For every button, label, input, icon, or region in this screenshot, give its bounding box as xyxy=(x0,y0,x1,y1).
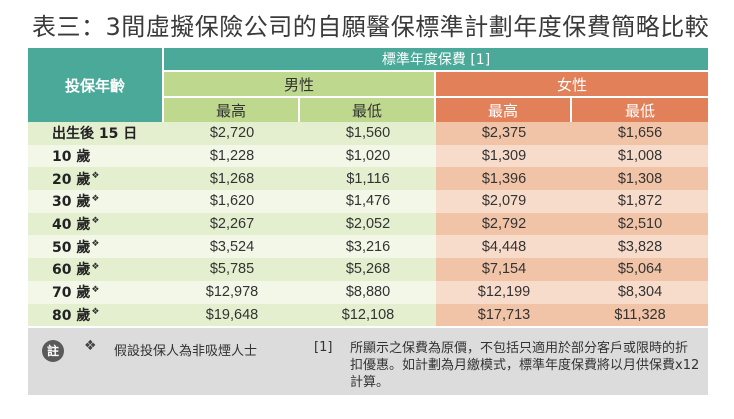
male-max-header: 最高 xyxy=(164,98,300,122)
age-cell: 出生後 15 日 xyxy=(28,122,164,145)
male-max-cell: $19,648 xyxy=(164,303,300,327)
table-row: 出生後 15 日 $2,720 $1,560 $2,375 $1,656 xyxy=(28,122,709,145)
age-label: 30 歲 xyxy=(52,194,91,211)
male-min-cell: $1,476 xyxy=(300,190,436,213)
female-max-cell: $1,396 xyxy=(436,167,572,191)
female-min-cell: $5,064 xyxy=(572,258,709,281)
footnote-ref: [1] xyxy=(314,340,333,355)
male-max-cell: $5,785 xyxy=(164,258,300,281)
smoker-note-mark: ❖ xyxy=(91,261,100,272)
female-max-cell: $7,154 xyxy=(436,258,572,281)
female-max-cell: $12,199 xyxy=(436,280,572,304)
premium-comparison-table: 投保年齡 標準年度保費 [1] 男性 女性 最高 最低 最高 最低 出生後 15… xyxy=(28,48,709,327)
smoker-note-mark: ❖ xyxy=(91,307,100,318)
male-max-cell: $1,228 xyxy=(164,144,300,168)
female-max-cell: $2,792 xyxy=(436,212,572,236)
age-label: 80 歲 xyxy=(52,307,91,324)
male-min-cell: $12,108 xyxy=(300,303,436,327)
age-label: 20 歲 xyxy=(52,171,91,188)
diamond-mark-icon: ❖ xyxy=(84,338,97,354)
table-row: 70 歲❖ $12,978 $8,880 $12,199 $8,304 xyxy=(28,280,709,304)
female-min-cell: $11,328 xyxy=(572,303,709,327)
female-min-cell: $3,828 xyxy=(572,235,709,259)
male-min-header: 最低 xyxy=(300,98,436,122)
age-cell: 20 歲❖ xyxy=(28,167,164,191)
smoker-note-mark: ❖ xyxy=(91,284,100,295)
smoker-note-mark: ❖ xyxy=(91,216,100,227)
female-group-header: 女性 xyxy=(436,72,709,98)
table-row: 50 歲❖ $3,524 $3,216 $4,448 $3,828 xyxy=(28,235,709,259)
age-cell: 60 歲❖ xyxy=(28,258,164,281)
male-max-cell: $1,620 xyxy=(164,190,300,213)
age-cell: 10 歲 xyxy=(28,144,164,168)
age-cell: 40 歲❖ xyxy=(28,212,164,236)
age-cell: 80 歲❖ xyxy=(28,303,164,327)
male-min-cell: $1,116 xyxy=(300,167,436,191)
age-label: 10 歲 xyxy=(52,149,91,166)
female-max-cell: $2,375 xyxy=(436,122,572,145)
table-row: 40 歲❖ $2,267 $2,052 $2,792 $2,510 xyxy=(28,212,709,236)
age-cell: 50 歲❖ xyxy=(28,235,164,259)
female-min-cell: $8,304 xyxy=(572,280,709,304)
male-group-header: 男性 xyxy=(164,72,436,98)
age-label: 50 歲 xyxy=(52,239,91,256)
male-min-cell: $5,268 xyxy=(300,258,436,281)
page-title: 表三：3間虛擬保險公司的自願醫保標準計劃年度保費簡略比較 xyxy=(32,13,710,41)
smoker-note-mark: ❖ xyxy=(91,239,100,250)
male-max-cell: $2,720 xyxy=(164,122,300,145)
table-row: 30 歲❖ $1,620 $1,476 $2,079 $1,872 xyxy=(28,190,709,213)
age-label: 出生後 15 日 xyxy=(52,126,138,143)
female-min-header: 最低 xyxy=(572,98,709,122)
male-max-cell: $2,267 xyxy=(164,212,300,236)
non-smoker-note: 假設投保人為非吸煙人士 xyxy=(114,344,258,359)
male-max-cell: $12,978 xyxy=(164,280,300,304)
footnote-text: 所顯示之保費為原價，不包括只適用於部分客戶或限時的折扣優惠。如計劃為月繳模式，標… xyxy=(350,341,700,390)
male-min-cell: $1,020 xyxy=(300,144,436,168)
note-badge-icon: 註 xyxy=(42,340,64,362)
female-min-cell: $1,872 xyxy=(572,190,709,213)
female-max-header: 最高 xyxy=(436,98,572,122)
male-max-cell: $1,268 xyxy=(164,167,300,191)
age-column-header: 投保年齡 xyxy=(28,48,164,122)
male-min-cell: $2,052 xyxy=(300,212,436,236)
female-min-cell: $1,308 xyxy=(572,167,709,191)
male-min-cell: $8,880 xyxy=(300,280,436,304)
age-label: 70 歲 xyxy=(52,285,91,302)
notes-box: 註 ❖ 假設投保人為非吸煙人士 [1] 所顯示之保費為原價，不包括只適用於部分客… xyxy=(28,328,708,395)
age-cell: 30 歲❖ xyxy=(28,190,164,213)
male-min-cell: $3,216 xyxy=(300,235,436,259)
table-row: 60 歲❖ $5,785 $5,268 $7,154 $5,064 xyxy=(28,258,709,281)
female-max-cell: $2,079 xyxy=(436,190,572,213)
table-row: 20 歲❖ $1,268 $1,116 $1,396 $1,308 xyxy=(28,167,709,191)
age-label: 40 歲 xyxy=(52,217,91,234)
female-min-cell: $1,008 xyxy=(572,144,709,168)
male-min-cell: $1,560 xyxy=(300,122,436,145)
female-min-cell: $2,510 xyxy=(572,212,709,236)
female-max-cell: $1,309 xyxy=(436,144,572,168)
age-cell: 70 歲❖ xyxy=(28,280,164,304)
female-min-cell: $1,656 xyxy=(572,122,709,145)
table-row: 80 歲❖ $19,648 $12,108 $17,713 $11,328 xyxy=(28,303,709,327)
premium-group-header: 標準年度保費 [1] xyxy=(164,48,709,72)
table-row: 10 歲 $1,228 $1,020 $1,309 $1,008 xyxy=(28,144,709,168)
smoker-note-mark: ❖ xyxy=(91,193,100,204)
age-label: 60 歲 xyxy=(52,262,91,279)
female-max-cell: $4,448 xyxy=(436,235,572,259)
male-max-cell: $3,524 xyxy=(164,235,300,259)
female-max-cell: $17,713 xyxy=(436,303,572,327)
smoker-note-mark: ❖ xyxy=(91,171,100,182)
